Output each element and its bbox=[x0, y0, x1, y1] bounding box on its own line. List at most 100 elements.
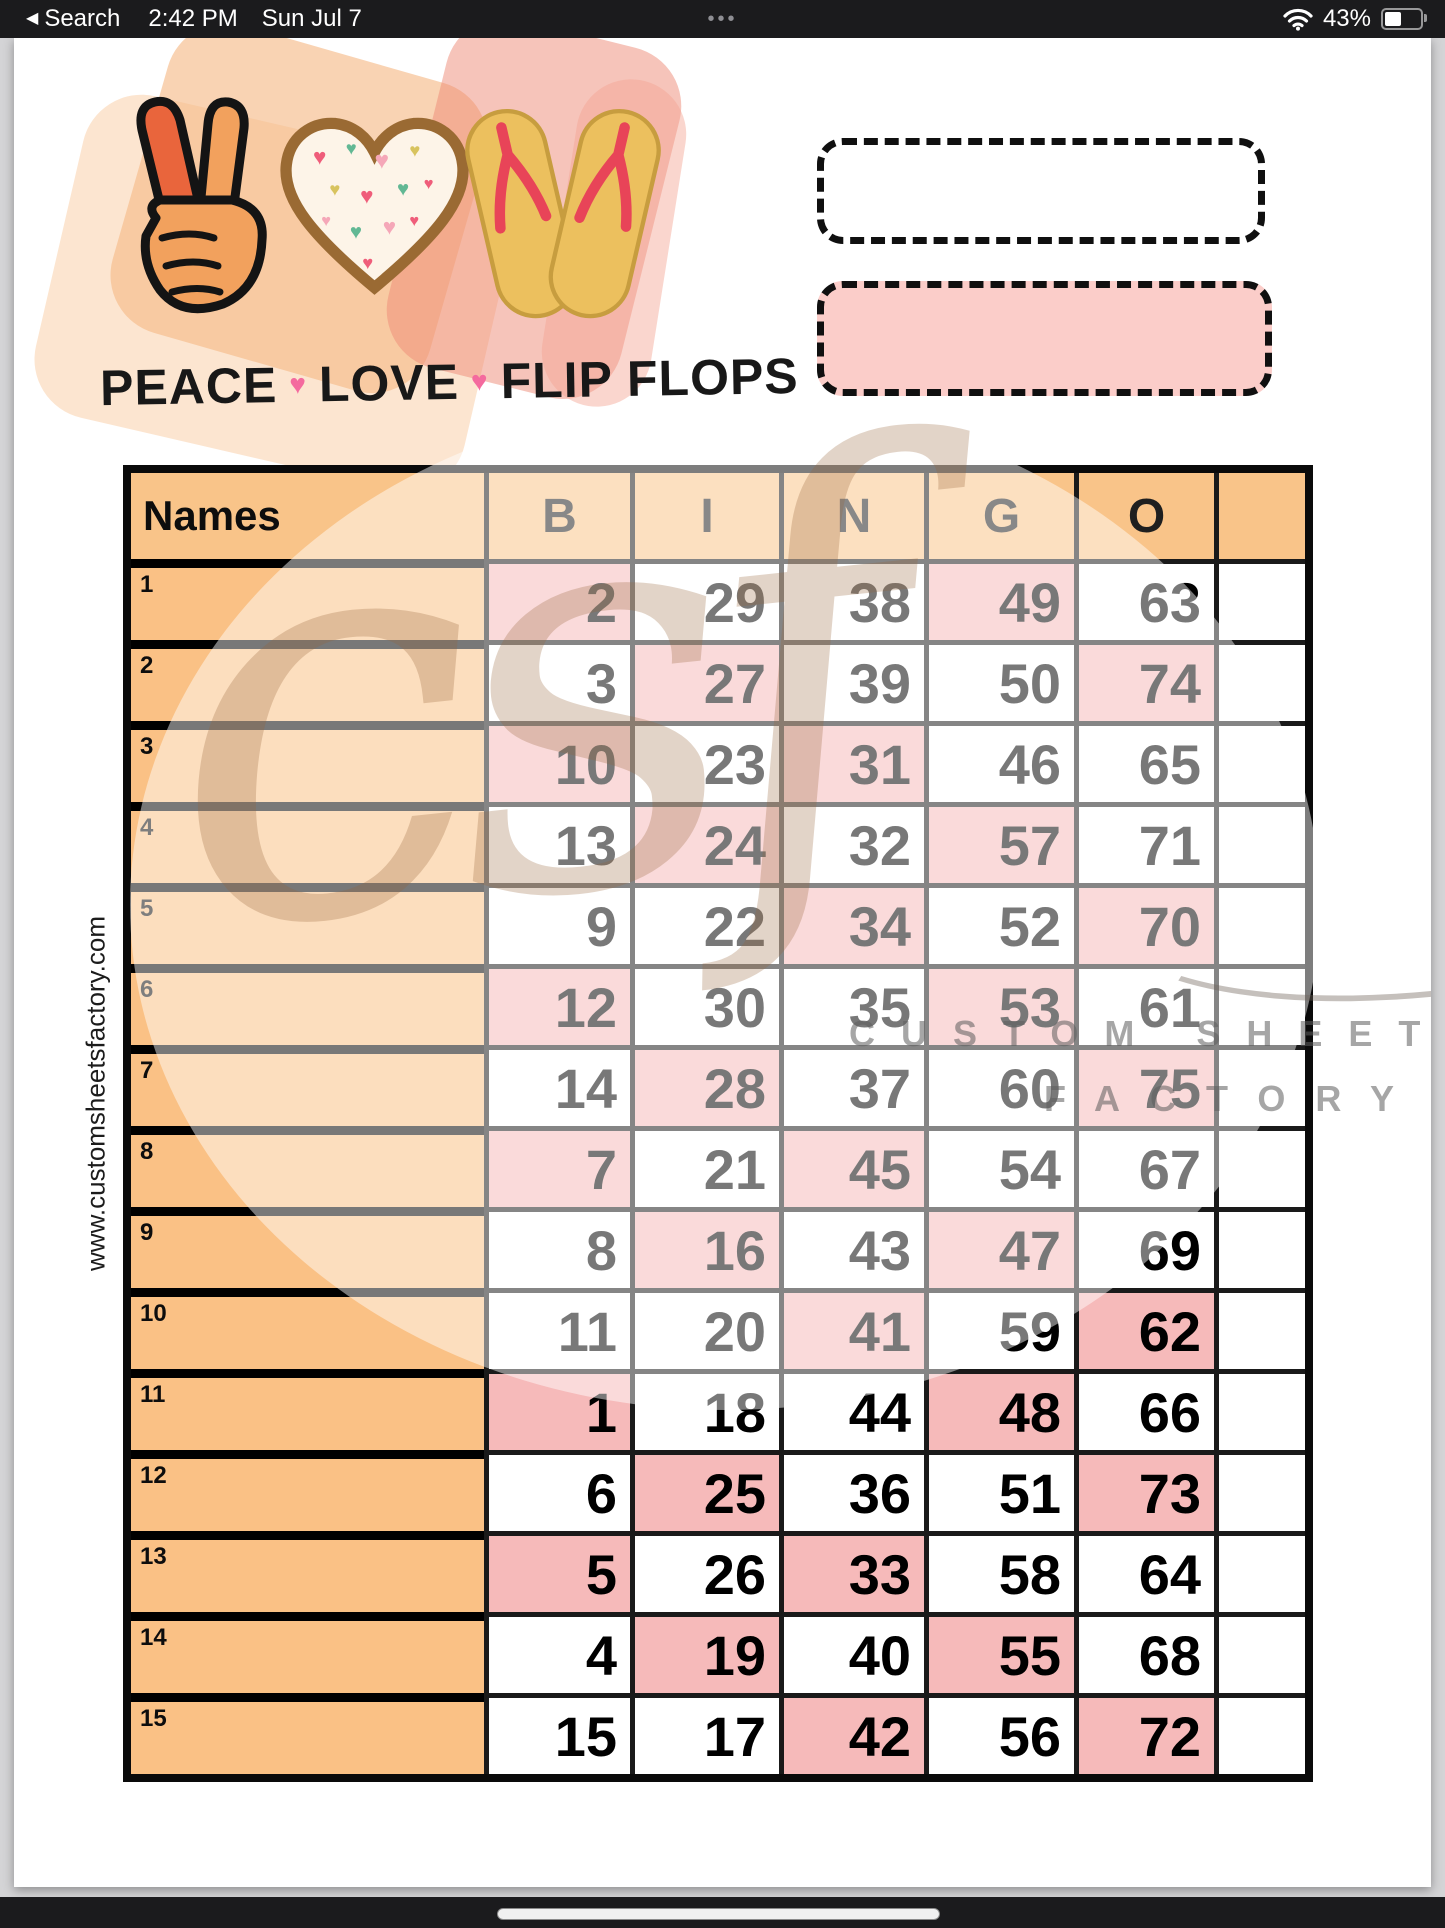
bingo-cell-i: 17 bbox=[630, 1693, 779, 1774]
back-arrow-icon: ◀ bbox=[26, 10, 39, 27]
names-cell: 4 bbox=[131, 802, 484, 883]
bingo-cell-o: 66 bbox=[1074, 1369, 1214, 1450]
website-url: www.customsheetsfactory.com bbox=[80, 916, 111, 1271]
svg-text:♥: ♥ bbox=[329, 178, 340, 199]
bingo-cell-g: 57 bbox=[924, 802, 1074, 883]
bingo-sheet-page: ♥ ♥ ♥ ♥ ♥ ♥ ♥ ♥ ♥ ♥ ♥ ♥ ♥ bbox=[14, 38, 1431, 1887]
heart-icon: ♥ bbox=[289, 368, 308, 400]
bingo-table: Names B I N G O 1 2 29 38 49 63 2 3 27 39 50 74 3 10 23 31 46 6… bbox=[123, 465, 1313, 1782]
bingo-cell-b: 6 bbox=[484, 1450, 630, 1531]
bingo-cell-i: 16 bbox=[630, 1207, 779, 1288]
row-number-label: 10 bbox=[140, 1300, 167, 1327]
bingo-cell-i: 27 bbox=[630, 640, 779, 721]
names-cell: 14 bbox=[131, 1612, 484, 1693]
row-number-label: 8 bbox=[140, 1138, 154, 1165]
empty-cell bbox=[1214, 1207, 1305, 1288]
table-header-letter-o: O bbox=[1074, 473, 1214, 559]
bingo-cell-o: 67 bbox=[1074, 1126, 1214, 1207]
flip-flops-icon bbox=[465, 108, 661, 319]
bingo-cell-b: 13 bbox=[484, 802, 630, 883]
empty-cell bbox=[1214, 883, 1305, 964]
names-cell: 12 bbox=[131, 1450, 484, 1531]
scroll-indicator-pill[interactable] bbox=[497, 1908, 940, 1920]
svg-text:♥: ♥ bbox=[375, 148, 390, 175]
bingo-cell-b: 3 bbox=[484, 640, 630, 721]
empty-cell bbox=[1214, 1693, 1305, 1774]
bingo-cell-g: 53 bbox=[924, 964, 1074, 1045]
names-cell: 2 bbox=[131, 640, 484, 721]
bingo-cell-o: 73 bbox=[1074, 1450, 1214, 1531]
back-to-search-button[interactable]: ◀ Search bbox=[26, 5, 120, 33]
clock-time: 2:42 PM bbox=[148, 5, 238, 32]
bingo-cell-o: 70 bbox=[1074, 883, 1214, 964]
bingo-cell-o: 62 bbox=[1074, 1288, 1214, 1369]
bingo-cell-g: 54 bbox=[924, 1126, 1074, 1207]
empty-cell bbox=[1214, 1612, 1305, 1693]
names-cell: 7 bbox=[131, 1045, 484, 1126]
svg-text:♥: ♥ bbox=[321, 212, 331, 230]
bingo-cell-g: 56 bbox=[924, 1693, 1074, 1774]
row-number-label: 1 bbox=[140, 571, 154, 598]
names-cell: 1 bbox=[131, 559, 484, 640]
hero-graphic: ♥ ♥ ♥ ♥ ♥ ♥ ♥ ♥ ♥ ♥ ♥ ♥ ♥ bbox=[14, 38, 714, 508]
names-cell: 11 bbox=[131, 1369, 484, 1450]
bottom-bar bbox=[0, 1897, 1445, 1928]
bingo-cell-g: 52 bbox=[924, 883, 1074, 964]
bingo-cell-n: 36 bbox=[779, 1450, 924, 1531]
names-cell: 9 bbox=[131, 1207, 484, 1288]
empty-cell bbox=[1214, 1531, 1305, 1612]
bingo-cell-b: 4 bbox=[484, 1612, 630, 1693]
bingo-cell-o: 64 bbox=[1074, 1531, 1214, 1612]
bingo-cell-o: 69 bbox=[1074, 1207, 1214, 1288]
bingo-cell-b: 11 bbox=[484, 1288, 630, 1369]
bingo-cell-i: 18 bbox=[630, 1369, 779, 1450]
bingo-cell-n: 39 bbox=[779, 640, 924, 721]
bingo-cell-b: 2 bbox=[484, 559, 630, 640]
bingo-cell-n: 38 bbox=[779, 559, 924, 640]
bingo-cell-b: 8 bbox=[484, 1207, 630, 1288]
bingo-cell-g: 47 bbox=[924, 1207, 1074, 1288]
bingo-cell-g: 59 bbox=[924, 1288, 1074, 1369]
bingo-cell-i: 20 bbox=[630, 1288, 779, 1369]
empty-cell bbox=[1214, 559, 1305, 640]
empty-cell bbox=[1214, 721, 1305, 802]
names-cell: 10 bbox=[131, 1288, 484, 1369]
bingo-cell-i: 19 bbox=[630, 1612, 779, 1693]
bingo-cell-i: 26 bbox=[630, 1531, 779, 1612]
bingo-cell-n: 35 bbox=[779, 964, 924, 1045]
svg-text:♥: ♥ bbox=[350, 220, 362, 243]
row-number-label: 15 bbox=[140, 1705, 167, 1732]
bingo-cell-o: 72 bbox=[1074, 1693, 1214, 1774]
bingo-cell-b: 15 bbox=[484, 1693, 630, 1774]
blank-fill-in-box bbox=[817, 138, 1265, 244]
bingo-cell-i: 28 bbox=[630, 1045, 779, 1126]
battery-icon bbox=[1381, 8, 1427, 30]
empty-cell bbox=[1214, 1450, 1305, 1531]
bingo-cell-b: 12 bbox=[484, 964, 630, 1045]
back-label: Search bbox=[44, 5, 121, 32]
row-number-label: 14 bbox=[140, 1624, 167, 1651]
table-header-names: Names bbox=[131, 473, 484, 559]
svg-text:♥: ♥ bbox=[424, 175, 434, 193]
wifi-icon bbox=[1283, 8, 1313, 31]
bingo-cell-n: 45 bbox=[779, 1126, 924, 1207]
row-number-label: 9 bbox=[140, 1219, 154, 1246]
bingo-cell-g: 58 bbox=[924, 1531, 1074, 1612]
names-cell: 8 bbox=[131, 1126, 484, 1207]
multitask-dots[interactable]: ••• bbox=[707, 7, 738, 30]
empty-cell bbox=[1214, 1126, 1305, 1207]
bingo-cell-g: 51 bbox=[924, 1450, 1074, 1531]
patterned-heart-icon: ♥ ♥ ♥ ♥ ♥ ♥ ♥ ♥ ♥ ♥ ♥ ♥ ♥ bbox=[280, 117, 469, 295]
names-cell: 5 bbox=[131, 883, 484, 964]
bingo-cell-i: 22 bbox=[630, 883, 779, 964]
svg-text:♥: ♥ bbox=[383, 214, 396, 239]
bingo-cell-g: 48 bbox=[924, 1369, 1074, 1450]
names-cell: 13 bbox=[131, 1531, 484, 1612]
slogan-word-love: LOVE bbox=[318, 353, 460, 413]
empty-cell bbox=[1214, 964, 1305, 1045]
table-header-letter-i: I bbox=[630, 473, 779, 559]
bingo-cell-o: 61 bbox=[1074, 964, 1214, 1045]
svg-text:♥: ♥ bbox=[360, 184, 373, 209]
bingo-cell-i: 24 bbox=[630, 802, 779, 883]
empty-cell bbox=[1214, 1288, 1305, 1369]
